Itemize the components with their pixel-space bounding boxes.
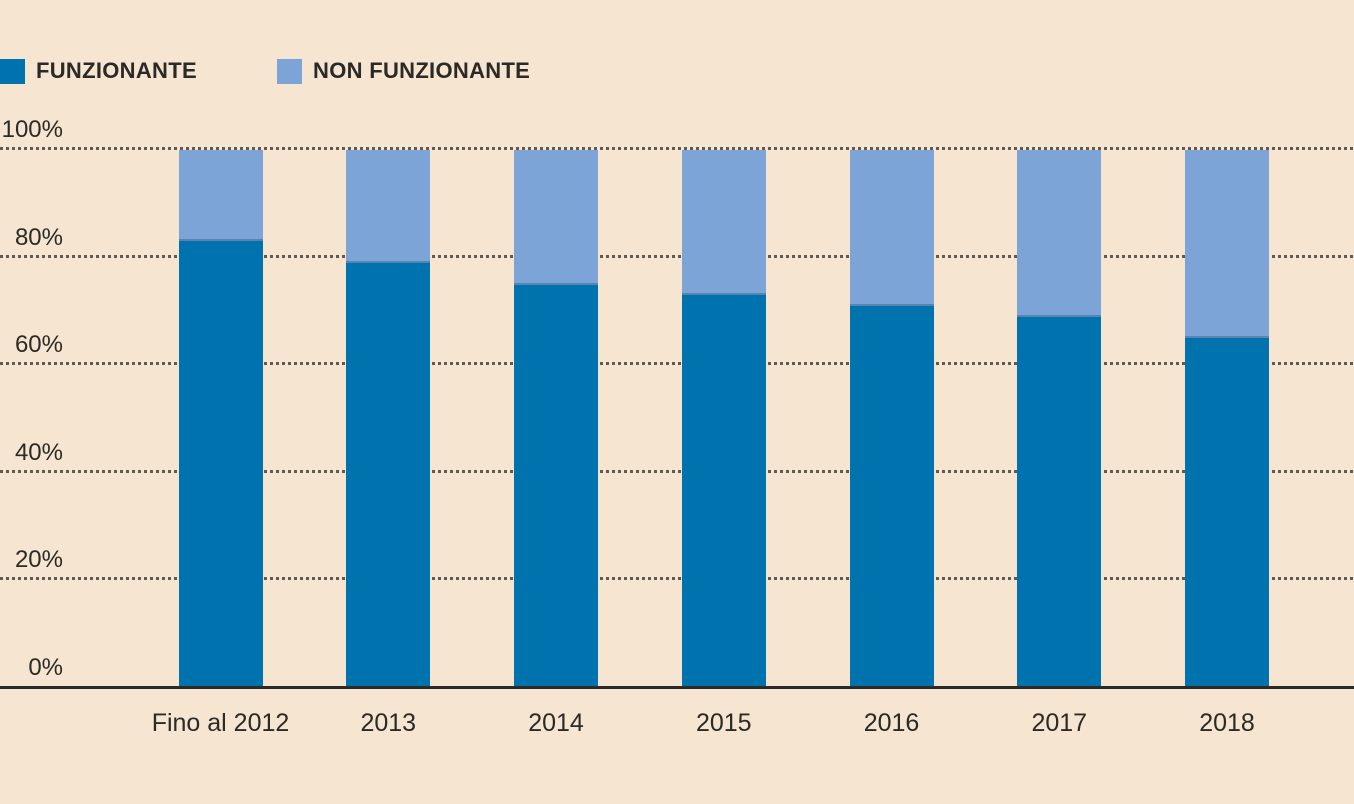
legend-item-funzionante: FUNZIONANTE xyxy=(0,58,197,84)
bar-funzionante-segment xyxy=(849,306,934,688)
x-axis-label: 2014 xyxy=(528,709,584,737)
bar-non-funzionante-segment xyxy=(346,150,431,263)
y-axis-tick-label: 100% xyxy=(1,116,63,143)
x-axis-label: 2016 xyxy=(863,709,920,737)
legend-item-non-funzionante: NON FUNZIONANTE xyxy=(277,58,530,84)
y-axis-tick-label: 80% xyxy=(14,223,63,251)
non-funzionante-legend-label: NON FUNZIONANTE xyxy=(313,58,531,83)
funzionante-legend-label: FUNZIONANTE xyxy=(36,58,197,83)
bar-non-funzionante-segment xyxy=(681,150,766,296)
x-axis-label: 2017 xyxy=(1031,709,1088,737)
x-axis-label: 2018 xyxy=(1199,709,1255,737)
bar-non-funzionante-segment xyxy=(514,150,598,285)
gridline-80 xyxy=(0,254,1354,258)
bar-non-funzionante-segment xyxy=(178,150,263,242)
x-axis-label: 2015 xyxy=(695,709,752,737)
bar-funzionante-segment xyxy=(514,284,598,688)
x-axis-line xyxy=(0,686,1354,689)
bar-non-funzionante-segment xyxy=(849,150,934,307)
bar-funzionante-segment xyxy=(346,262,431,688)
gridline-100 xyxy=(0,147,1354,150)
bar-funzionante-segment xyxy=(1017,316,1102,688)
y-axis-tick-label: 20% xyxy=(14,546,63,574)
non-funzionante-color-swatch xyxy=(277,58,302,84)
y-axis-tick-label: 0% xyxy=(28,654,63,681)
bar-non-funzionante-segment xyxy=(1185,150,1269,339)
x-axis-label: Fino al 2012 xyxy=(151,709,290,737)
gridline-60 xyxy=(0,362,1354,366)
y-axis-tick-label: 40% xyxy=(14,438,63,466)
bar-funzionante-segment xyxy=(178,241,263,688)
funzionante-color-swatch xyxy=(0,58,25,84)
bar-funzionante-segment xyxy=(681,295,766,688)
gridline-20 xyxy=(0,577,1354,581)
bar-non-funzionante-segment xyxy=(1017,150,1102,317)
y-axis-tick-label: 60% xyxy=(14,331,63,359)
x-axis-label: 2013 xyxy=(360,709,417,737)
gridline-40 xyxy=(0,469,1354,473)
bar-funzionante-segment xyxy=(1185,338,1269,688)
